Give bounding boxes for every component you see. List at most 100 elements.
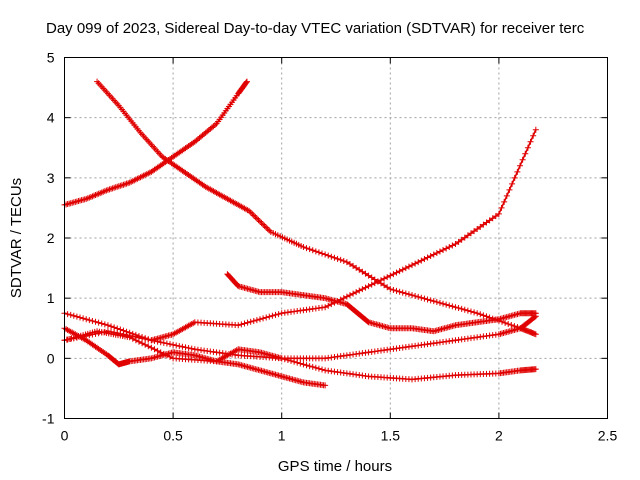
data-point-marker	[139, 340, 146, 347]
data-point-marker	[160, 350, 167, 357]
data-point-marker	[492, 213, 499, 220]
data-point-marker	[319, 366, 326, 373]
data-point-marker	[188, 345, 195, 352]
y-tick-label: 4	[47, 110, 55, 126]
data-point-marker	[359, 268, 366, 275]
data-point-marker	[250, 317, 257, 324]
data-point-marker	[368, 281, 375, 288]
data-point-marker	[443, 245, 450, 252]
data-point-marker	[471, 228, 478, 235]
data-point-marker	[266, 313, 273, 320]
data-point-marker	[387, 272, 394, 279]
data-point-marker	[356, 266, 363, 273]
data-point-marker	[443, 301, 450, 308]
data-point-marker	[374, 278, 381, 285]
data-point-marker	[95, 319, 102, 326]
data-point-marker	[424, 296, 431, 303]
data-point-marker	[70, 312, 77, 319]
data-point-marker	[464, 307, 471, 314]
data-point-marker	[135, 338, 142, 345]
data-point-marker	[498, 204, 505, 211]
data-point-marker	[519, 156, 526, 163]
data-point-marker	[418, 294, 425, 301]
data-point-marker	[502, 319, 509, 326]
data-point-marker	[334, 255, 341, 262]
data-point-marker	[399, 266, 406, 273]
data-point-marker	[477, 311, 484, 318]
data-point-marker	[486, 217, 493, 224]
data-point-marker	[115, 183, 122, 190]
data-point-marker	[260, 315, 267, 322]
data-point-marker	[340, 295, 347, 302]
data-point-marker	[455, 238, 462, 245]
data-point-marker	[396, 268, 403, 275]
y-tick-label: 5	[47, 50, 55, 66]
data-point-marker	[132, 337, 139, 344]
data-point-marker	[359, 286, 366, 293]
data-point-marker	[440, 247, 447, 254]
data-point-marker	[516, 162, 523, 169]
data-point-marker	[114, 183, 121, 190]
data-point-marker	[424, 254, 431, 261]
data-point-marker	[495, 210, 502, 217]
data-point-marker	[505, 320, 512, 327]
data-point-marker	[64, 311, 71, 318]
data-point-marker	[145, 343, 152, 350]
data-point-marker	[480, 221, 487, 228]
data-point-marker	[111, 324, 118, 331]
data-point-marker	[409, 292, 416, 299]
data-point-marker	[511, 174, 518, 181]
data-point-marker	[461, 234, 468, 241]
data-point-marker	[306, 246, 313, 253]
data-point-marker	[98, 320, 105, 327]
series-sat-a	[61, 78, 250, 208]
data-point-marker	[402, 290, 409, 297]
data-point-marker	[306, 363, 313, 370]
data-point-marker	[353, 264, 360, 271]
data-point-marker	[387, 286, 394, 293]
data-point-marker	[532, 331, 539, 338]
data-point-marker	[126, 334, 133, 341]
data-point-marker	[122, 181, 129, 188]
data-point-marker	[467, 308, 474, 315]
data-point-marker	[343, 293, 350, 300]
data-point-marker	[371, 280, 378, 287]
series-sat-d	[61, 126, 539, 344]
data-point-marker	[390, 271, 397, 278]
data-point-marker	[393, 287, 400, 294]
data-point-marker	[309, 247, 316, 254]
data-point-marker	[340, 257, 347, 264]
data-point-marker	[509, 180, 516, 187]
x-axis-label: GPS time / hours	[278, 458, 392, 475]
data-point-marker	[173, 342, 180, 349]
data-point-marker	[427, 297, 434, 304]
data-point-marker	[433, 250, 440, 257]
data-point-marker	[455, 305, 462, 312]
data-point-marker	[415, 293, 422, 300]
y-tick-label: 2	[47, 230, 55, 246]
y-tick-label: 3	[47, 170, 55, 186]
data-point-marker	[247, 318, 254, 325]
data-point-marker	[166, 341, 173, 348]
data-point-marker	[399, 289, 406, 296]
data-point-marker	[393, 269, 400, 276]
data-point-marker	[384, 284, 391, 291]
data-point-marker	[160, 339, 167, 346]
data-point-marker	[440, 300, 447, 307]
data-point-marker	[409, 262, 416, 269]
x-tick-label: 2	[495, 428, 503, 444]
data-point-marker	[464, 232, 471, 239]
data-point-marker	[368, 274, 375, 281]
x-tick-label: 1	[278, 428, 286, 444]
data-point-marker	[325, 302, 332, 309]
data-point-marker	[446, 244, 453, 251]
data-point-marker	[315, 365, 322, 372]
data-point-marker	[77, 314, 84, 321]
data-point-marker	[157, 349, 164, 356]
data-point-marker	[471, 309, 478, 316]
data-point-marker	[467, 230, 474, 237]
data-point-marker	[148, 344, 155, 351]
data-point-marker	[452, 241, 459, 248]
series-sat-c	[61, 310, 539, 383]
data-point-marker	[312, 364, 319, 371]
